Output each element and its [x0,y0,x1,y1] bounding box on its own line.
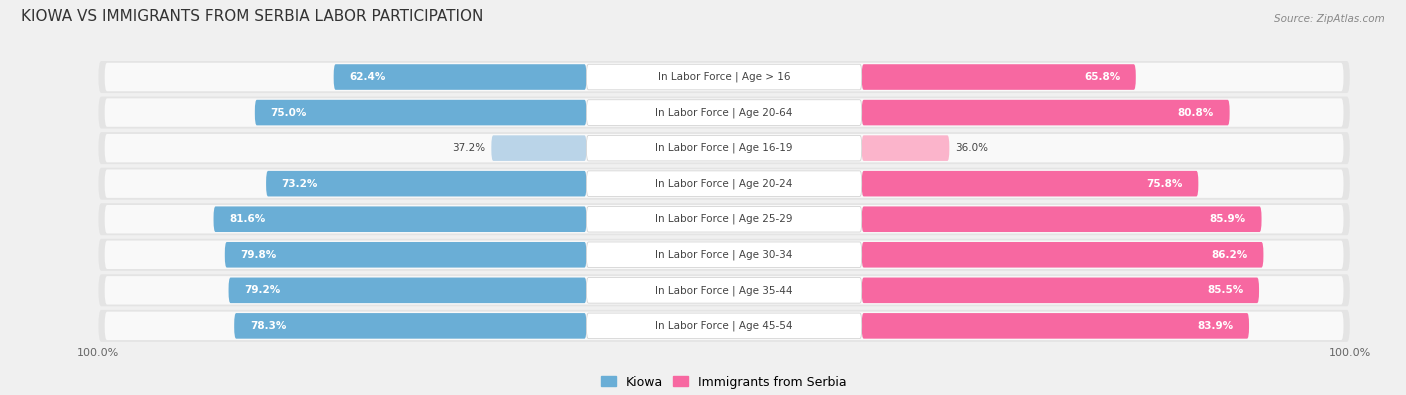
FancyBboxPatch shape [491,135,586,161]
FancyBboxPatch shape [225,242,586,267]
FancyBboxPatch shape [104,98,1344,127]
FancyBboxPatch shape [862,171,1198,196]
FancyBboxPatch shape [586,64,862,90]
Text: 86.2%: 86.2% [1212,250,1247,260]
FancyBboxPatch shape [862,278,1258,303]
Text: 81.6%: 81.6% [229,214,266,224]
FancyBboxPatch shape [862,242,1264,267]
Text: In Labor Force | Age 20-64: In Labor Force | Age 20-64 [655,107,793,118]
FancyBboxPatch shape [98,132,1350,164]
Text: 75.0%: 75.0% [270,107,307,118]
FancyBboxPatch shape [104,241,1344,269]
FancyBboxPatch shape [586,100,862,125]
Text: In Labor Force | Age 35-44: In Labor Force | Age 35-44 [655,285,793,295]
FancyBboxPatch shape [98,239,1350,271]
Text: In Labor Force | Age 16-19: In Labor Force | Age 16-19 [655,143,793,153]
Text: 73.2%: 73.2% [281,179,318,189]
FancyBboxPatch shape [586,171,862,196]
FancyBboxPatch shape [862,100,1230,125]
Text: 75.8%: 75.8% [1146,179,1182,189]
FancyBboxPatch shape [862,313,1249,339]
Text: 80.8%: 80.8% [1178,107,1213,118]
FancyBboxPatch shape [862,64,1136,90]
FancyBboxPatch shape [214,207,586,232]
FancyBboxPatch shape [98,274,1350,306]
FancyBboxPatch shape [98,310,1350,342]
Text: 85.9%: 85.9% [1209,214,1246,224]
FancyBboxPatch shape [586,207,862,232]
Text: 83.9%: 83.9% [1198,321,1233,331]
FancyBboxPatch shape [104,63,1344,91]
FancyBboxPatch shape [98,167,1350,199]
FancyBboxPatch shape [98,61,1350,93]
FancyBboxPatch shape [229,278,586,303]
FancyBboxPatch shape [254,100,586,125]
FancyBboxPatch shape [104,276,1344,305]
FancyBboxPatch shape [104,312,1344,340]
FancyBboxPatch shape [266,171,586,196]
Legend: Kiowa, Immigrants from Serbia: Kiowa, Immigrants from Serbia [602,376,846,389]
FancyBboxPatch shape [235,313,586,339]
Text: 62.4%: 62.4% [349,72,385,82]
Text: 79.8%: 79.8% [240,250,277,260]
FancyBboxPatch shape [104,169,1344,198]
FancyBboxPatch shape [104,205,1344,233]
Text: In Labor Force | Age 30-34: In Labor Force | Age 30-34 [655,250,793,260]
Text: In Labor Force | Age > 16: In Labor Force | Age > 16 [658,72,790,82]
Text: 85.5%: 85.5% [1208,285,1243,295]
FancyBboxPatch shape [333,64,586,90]
Text: In Labor Force | Age 25-29: In Labor Force | Age 25-29 [655,214,793,224]
FancyBboxPatch shape [586,135,862,161]
FancyBboxPatch shape [586,313,862,339]
Text: 79.2%: 79.2% [245,285,280,295]
Text: 65.8%: 65.8% [1084,72,1121,82]
Text: In Labor Force | Age 20-24: In Labor Force | Age 20-24 [655,179,793,189]
FancyBboxPatch shape [98,96,1350,129]
FancyBboxPatch shape [862,207,1261,232]
Text: Source: ZipAtlas.com: Source: ZipAtlas.com [1274,14,1385,24]
Text: In Labor Force | Age 45-54: In Labor Force | Age 45-54 [655,321,793,331]
FancyBboxPatch shape [104,134,1344,162]
Text: 36.0%: 36.0% [956,143,988,153]
FancyBboxPatch shape [586,278,862,303]
Text: 37.2%: 37.2% [451,143,485,153]
Text: KIOWA VS IMMIGRANTS FROM SERBIA LABOR PARTICIPATION: KIOWA VS IMMIGRANTS FROM SERBIA LABOR PA… [21,9,484,24]
FancyBboxPatch shape [98,203,1350,235]
FancyBboxPatch shape [586,242,862,267]
FancyBboxPatch shape [862,135,949,161]
Text: 78.3%: 78.3% [250,321,287,331]
